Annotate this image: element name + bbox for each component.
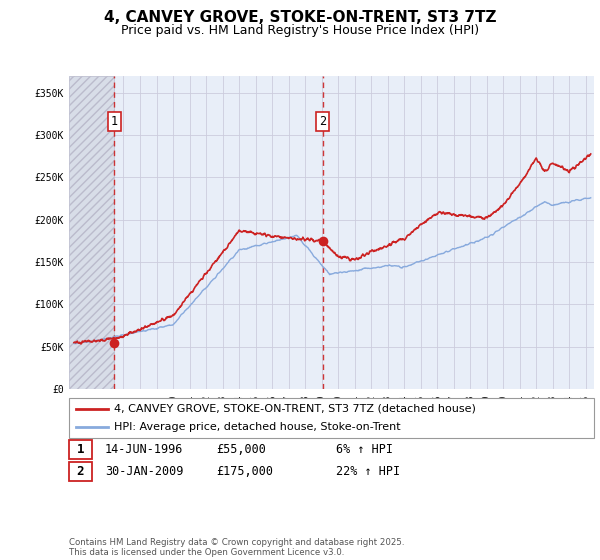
Text: £55,000: £55,000 [216,443,266,456]
Text: Price paid vs. HM Land Registry's House Price Index (HPI): Price paid vs. HM Land Registry's House … [121,24,479,36]
Text: HPI: Average price, detached house, Stoke-on-Trent: HPI: Average price, detached house, Stok… [114,422,401,432]
Text: 1: 1 [111,115,118,128]
Bar [69,76,115,389]
Text: 4, CANVEY GROVE, STOKE-ON-TRENT, ST3 7TZ (detached house): 4, CANVEY GROVE, STOKE-ON-TRENT, ST3 7TZ… [114,404,476,414]
Text: 4, CANVEY GROVE, STOKE-ON-TRENT, ST3 7TZ: 4, CANVEY GROVE, STOKE-ON-TRENT, ST3 7TZ [104,10,496,25]
Text: 1: 1 [77,443,84,456]
Text: 14-JUN-1996: 14-JUN-1996 [105,443,184,456]
Text: 6% ↑ HPI: 6% ↑ HPI [336,443,393,456]
Text: 2: 2 [77,465,84,478]
Text: Contains HM Land Registry data © Crown copyright and database right 2025.
This d: Contains HM Land Registry data © Crown c… [69,538,404,557]
Text: 2: 2 [319,115,326,128]
Text: 22% ↑ HPI: 22% ↑ HPI [336,465,400,478]
Text: 30-JAN-2009: 30-JAN-2009 [105,465,184,478]
Text: £175,000: £175,000 [216,465,273,478]
